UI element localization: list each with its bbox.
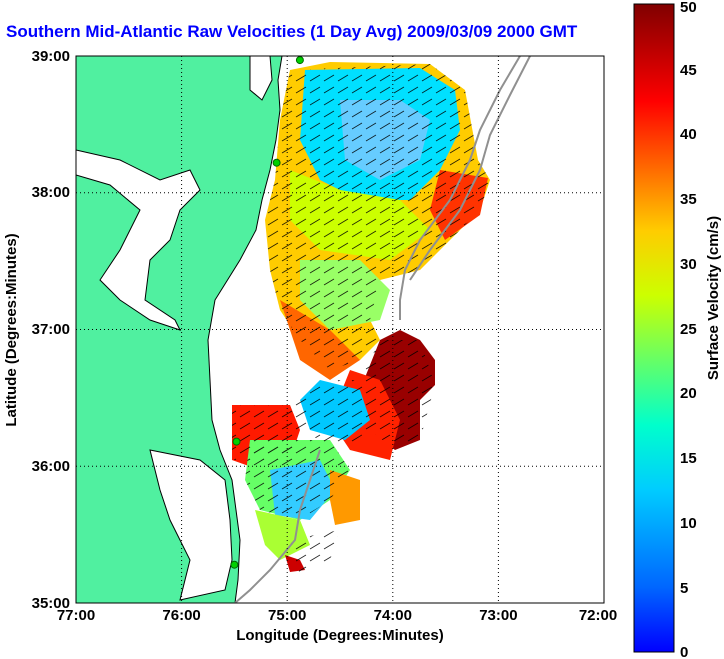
bathymetry-contours (234, 56, 531, 603)
hf-radar-stations (230, 56, 304, 569)
station-marker (272, 158, 281, 167)
delaware-bay (249, 56, 273, 101)
velocity-vectors (232, 64, 490, 575)
colorbar-label: Surface Velocity (cm/s) (705, 216, 722, 380)
y-tick-label: 37:00 (32, 321, 70, 338)
map-title: Southern Mid-Atlantic Raw Velocities (1 … (6, 22, 578, 41)
colorbar-tick-label: 30 (680, 256, 697, 273)
colorbar-tick-label: 10 (680, 515, 697, 532)
grid-lines (76, 56, 604, 603)
colorbar-ticks: 0 5 10 15 20 25 30 35 40 45 50 (680, 0, 697, 659)
colorbar-tick-label: 40 (680, 126, 697, 143)
x-tick-labels: 77:00 76:00 75:00 74:00 73:00 72:00 (57, 607, 617, 624)
x-tick-label: 73:00 (479, 607, 517, 624)
colorbar-tick-label: 15 (680, 450, 697, 467)
colorbar-tick-label: 20 (680, 385, 697, 402)
y-tick-label: 36:00 (32, 458, 70, 475)
pamlico-sound (149, 449, 233, 601)
x-tick-label: 75:00 (268, 607, 306, 624)
y-tick-labels: 35:00 36:00 37:00 38:00 39:00 (32, 48, 70, 612)
y-tick-label: 39:00 (32, 48, 70, 65)
station-marker (230, 560, 239, 569)
colorbar-tick-label: 35 (680, 191, 697, 208)
x-tick-label: 77:00 (57, 607, 95, 624)
station-marker (232, 437, 241, 446)
colorbar (633, 3, 675, 653)
x-axis-label: Longitude (Degrees:Minutes) (236, 627, 444, 644)
x-tick-label: 76:00 (162, 607, 200, 624)
y-tick-label: 38:00 (32, 184, 70, 201)
colorbar-tick-label: 45 (680, 62, 697, 79)
station-marker (295, 56, 304, 65)
x-tick-label: 74:00 (374, 607, 412, 624)
y-axis-label: Latitude (Degrees:Minutes) (3, 233, 20, 426)
colorbar-tick-label: 50 (680, 0, 697, 16)
x-tick-label: 72:00 (579, 607, 617, 624)
y-tick-label: 35:00 (32, 595, 70, 612)
colorbar-tick-label: 0 (680, 644, 688, 659)
chesapeake-bay (76, 149, 201, 331)
colorbar-tick-label: 5 (680, 580, 688, 597)
colorbar-tick-label: 25 (680, 321, 697, 338)
